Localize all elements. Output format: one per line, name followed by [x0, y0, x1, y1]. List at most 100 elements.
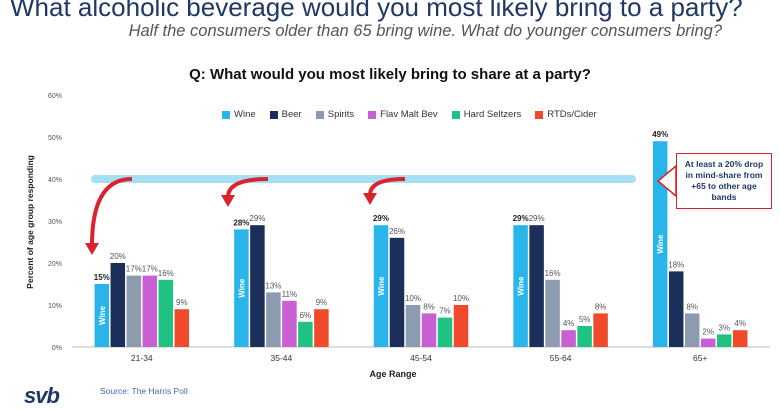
bar — [174, 309, 190, 347]
bar — [652, 141, 668, 347]
data-label: 10% — [453, 294, 469, 303]
bar — [266, 292, 281, 347]
chart-title: Q: What would you most likely bring to s… — [189, 66, 591, 83]
bar — [282, 300, 297, 347]
bar — [405, 305, 421, 347]
data-label: 20% — [110, 252, 126, 261]
legend-swatch — [269, 110, 278, 119]
bar-inner-label: Wine — [98, 305, 107, 325]
drop-arrowhead — [85, 243, 99, 255]
y-tick-label: 0% — [52, 345, 62, 352]
bar-inner-label: Wine — [517, 276, 526, 296]
data-label: 10% — [405, 294, 421, 303]
bar — [716, 334, 732, 347]
drop-arrow — [90, 177, 133, 246]
data-label: 29% — [513, 214, 529, 223]
data-label: 8% — [686, 302, 698, 311]
legend-item: Spirits — [315, 109, 355, 120]
y-tick-label: 10% — [48, 303, 62, 310]
legend-swatch — [535, 110, 544, 119]
y-axis-title: Percent of age group responding — [25, 155, 35, 289]
legend-label: Flav Malt Bev — [380, 109, 438, 120]
bar — [593, 313, 608, 347]
data-label: 18% — [668, 260, 684, 269]
data-label: 15% — [94, 273, 110, 282]
bar — [126, 275, 142, 347]
legend-item: Hard Seltzers — [451, 109, 522, 120]
bar — [250, 225, 265, 347]
data-label: 6% — [300, 311, 312, 320]
legend-label: Spirits — [327, 109, 355, 120]
bar-inner-label: Wine — [656, 234, 665, 254]
bar — [142, 275, 158, 347]
callout-box: At least a 20% drop in mind-share from +… — [676, 153, 772, 209]
data-label: 8% — [595, 302, 607, 311]
y-tick-label: 20% — [48, 261, 62, 268]
bar — [529, 225, 544, 347]
source-note: Source: The Harris Poll — [100, 386, 188, 396]
bar-inner-label: Wine — [377, 276, 386, 296]
legend-label: Beer — [281, 109, 302, 120]
bar — [513, 225, 528, 347]
svb-logo: svb — [24, 383, 60, 408]
data-label: 2% — [702, 328, 714, 337]
drop-arrowhead — [363, 193, 377, 205]
drop-arrowhead — [221, 195, 235, 207]
x-tick-label: 35-44 — [271, 353, 293, 363]
y-tick-label: 50% — [48, 135, 62, 142]
data-label: 5% — [579, 315, 591, 324]
bar — [545, 279, 560, 347]
data-label: 16% — [545, 269, 561, 278]
page-title: What alcoholic beverage would you most l… — [10, 0, 743, 22]
legend-label: Hard Seltzers — [463, 109, 522, 120]
data-label: 4% — [563, 319, 575, 328]
y-tick-label: 30% — [48, 219, 62, 226]
x-tick-label: 65+ — [693, 353, 707, 363]
bar — [373, 225, 389, 347]
data-label: 29% — [529, 214, 545, 223]
data-label: 9% — [176, 298, 188, 307]
data-label: 26% — [389, 227, 405, 236]
data-label: 16% — [158, 269, 174, 278]
bar-inner-label: Wine — [237, 278, 246, 298]
legend-swatch — [368, 110, 377, 119]
data-label: 29% — [249, 214, 265, 223]
bar — [437, 317, 453, 347]
legend-item: Flav Malt Bev — [368, 109, 438, 120]
legend-label: RTDs/Cider — [547, 109, 597, 120]
bar — [389, 237, 405, 347]
bar — [453, 305, 469, 347]
legend-item: Wine — [222, 109, 256, 120]
bar — [94, 284, 110, 347]
data-label: 11% — [282, 290, 297, 299]
x-axis-title: Age Range — [369, 369, 416, 379]
page-subtitle: Half the consumers older than 65 bring w… — [128, 22, 722, 40]
bar — [158, 279, 174, 347]
chart-legend: Wine Beer Spirits Flav Malt Bev Hard Seltzer… — [222, 109, 597, 120]
x-tick-label: 55-64 — [550, 353, 572, 363]
x-tick-label: 21-34 — [131, 353, 153, 363]
data-label: 7% — [439, 307, 451, 316]
bar — [314, 309, 329, 347]
bar — [298, 321, 313, 347]
bar — [234, 229, 249, 347]
data-label: 9% — [316, 298, 328, 307]
legend-swatch — [451, 110, 460, 119]
legend-swatch — [315, 110, 324, 119]
legend-item: RTDs/Cider — [535, 109, 597, 120]
bar — [561, 330, 576, 347]
bar — [421, 313, 437, 347]
data-label: 29% — [373, 214, 389, 223]
bar — [110, 263, 126, 347]
data-label: 28% — [233, 218, 249, 227]
y-tick-label: 40% — [48, 177, 62, 184]
bar — [668, 271, 684, 347]
data-label: 3% — [718, 323, 730, 332]
legend-item: Beer — [269, 109, 302, 120]
data-label: 4% — [734, 319, 746, 328]
bar — [732, 330, 748, 347]
legend-label: Wine — [234, 109, 256, 120]
data-label: 17% — [142, 265, 158, 274]
drop-arrow — [368, 177, 406, 196]
